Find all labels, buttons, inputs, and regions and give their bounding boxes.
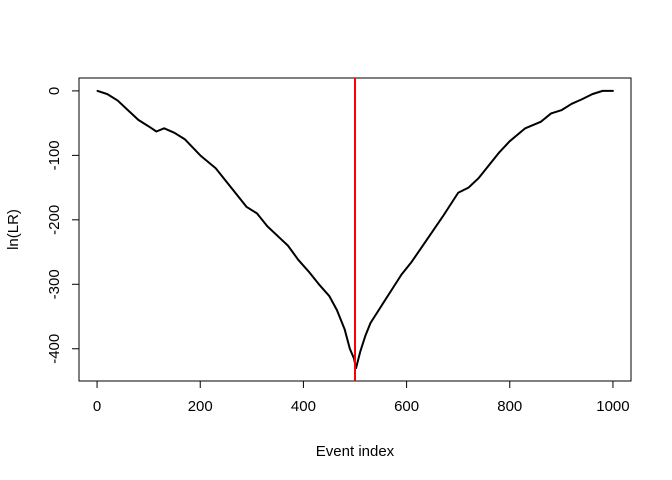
y-tick-label: -300 <box>46 269 63 299</box>
x-tick-label: 1000 <box>596 398 629 415</box>
y-axis: 0 -100 -200 -300 -400 <box>46 87 80 364</box>
series-layer <box>96 89 614 370</box>
y-tick-label: -400 <box>46 334 63 364</box>
x-axis-title: Event index <box>316 443 395 460</box>
x-tick-label: 600 <box>394 398 419 415</box>
y-tick-label: 0 <box>46 87 63 95</box>
y-axis-title: ln(LR) <box>5 209 22 250</box>
x-tick-label: 200 <box>188 398 213 415</box>
x-tick-label: 0 <box>93 398 101 415</box>
x-tick-label: 400 <box>291 398 316 415</box>
y-tick-label: -200 <box>46 205 63 235</box>
series-line-1 <box>96 89 614 370</box>
x-axis: 0 200 400 600 800 1000 <box>93 380 630 415</box>
x-tick-label: 800 <box>497 398 522 415</box>
y-tick-label: -100 <box>46 140 63 170</box>
